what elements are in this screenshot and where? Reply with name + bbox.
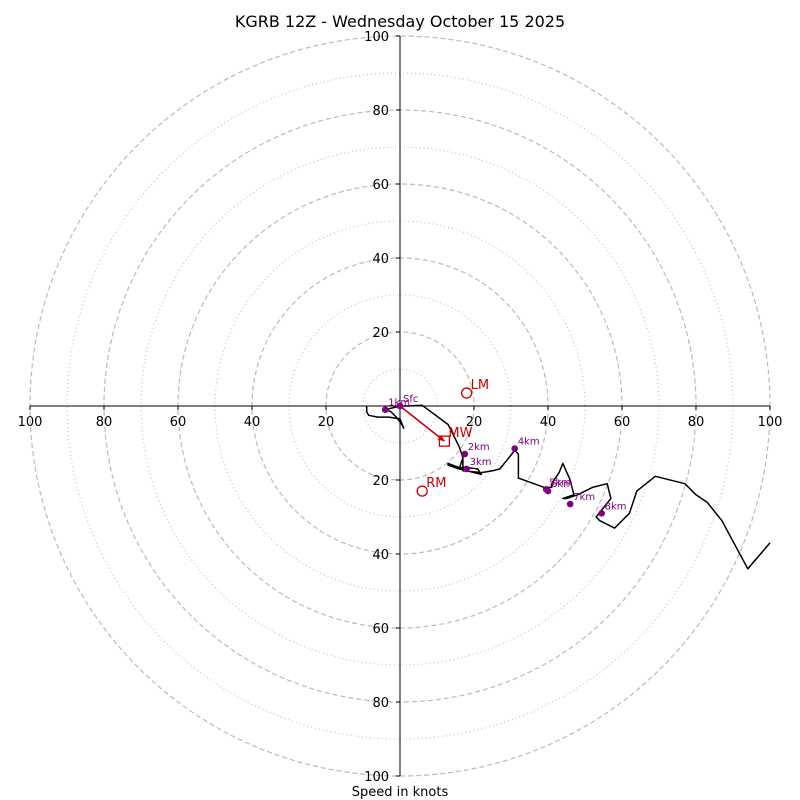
height-point-label: 8km: [605, 501, 627, 512]
height-point-marker: [544, 487, 552, 495]
height-point-label: 4km: [518, 437, 540, 448]
shear-vectors: [399, 405, 445, 442]
x-tick-label: 80: [688, 415, 705, 430]
y-tick-label: 100: [364, 30, 389, 45]
height-point-label: 7km: [573, 492, 595, 503]
x-axis-label: Speed in knots: [352, 785, 449, 800]
storm-motion-label: LM: [471, 378, 489, 393]
height-point-marker: [511, 445, 518, 452]
x-tick-label: 20: [318, 415, 335, 430]
y-tick-label: 60: [372, 178, 389, 193]
height-point-label: 3km: [470, 457, 492, 468]
storm-motions: LM MW RM: [416, 378, 489, 497]
height-point-marker: [461, 450, 469, 458]
y-tick-label: 100: [364, 770, 389, 785]
height-point-marker: [566, 500, 574, 508]
y-tick-label: 40: [372, 252, 389, 267]
x-tick-label: 60: [614, 415, 631, 430]
x-tick-label: 40: [244, 415, 261, 430]
y-tick-label: 80: [372, 696, 389, 711]
height-point-marker: [598, 510, 605, 517]
tick-labels: 100 80 60 40 20 20 40 60 80 100 100 80 60 40 20 20 40 60 8…: [18, 30, 783, 785]
x-tick-label: 60: [170, 415, 187, 430]
height-point-label: 1km: [388, 398, 410, 409]
height-point-marker: [463, 465, 470, 473]
height-point-label: 6km: [551, 479, 573, 490]
storm-motion-label: MW: [448, 426, 472, 441]
x-tick-label: 80: [96, 415, 113, 430]
chart-title: KGRB 12Z - Wednesday October 15 2025: [235, 12, 565, 31]
x-tick-label: 100: [18, 415, 43, 430]
x-tick-label: 100: [758, 415, 783, 430]
storm-motion-marker: [416, 485, 428, 497]
height-point-marker: [396, 402, 404, 410]
y-tick-label: 20: [372, 474, 389, 489]
y-tick-label: 40: [372, 548, 389, 563]
y-tick-label: 20: [372, 326, 389, 341]
shear-vector-line: [399, 405, 445, 442]
height-point-marker: [381, 406, 389, 414]
y-tick-label: 80: [372, 104, 389, 119]
storm-motion-label: RM: [426, 476, 446, 491]
y-tick-label: 60: [372, 622, 389, 637]
x-tick-label: 20: [466, 415, 483, 430]
storm-motion-marker: [460, 387, 473, 399]
storm-motion-marker: [438, 435, 451, 447]
height-point-label: 5km: [549, 477, 571, 488]
height-point-label: Sfc: [403, 394, 418, 405]
x-tick-label: 40: [540, 415, 557, 430]
height-point-label: 2km: [468, 442, 490, 453]
